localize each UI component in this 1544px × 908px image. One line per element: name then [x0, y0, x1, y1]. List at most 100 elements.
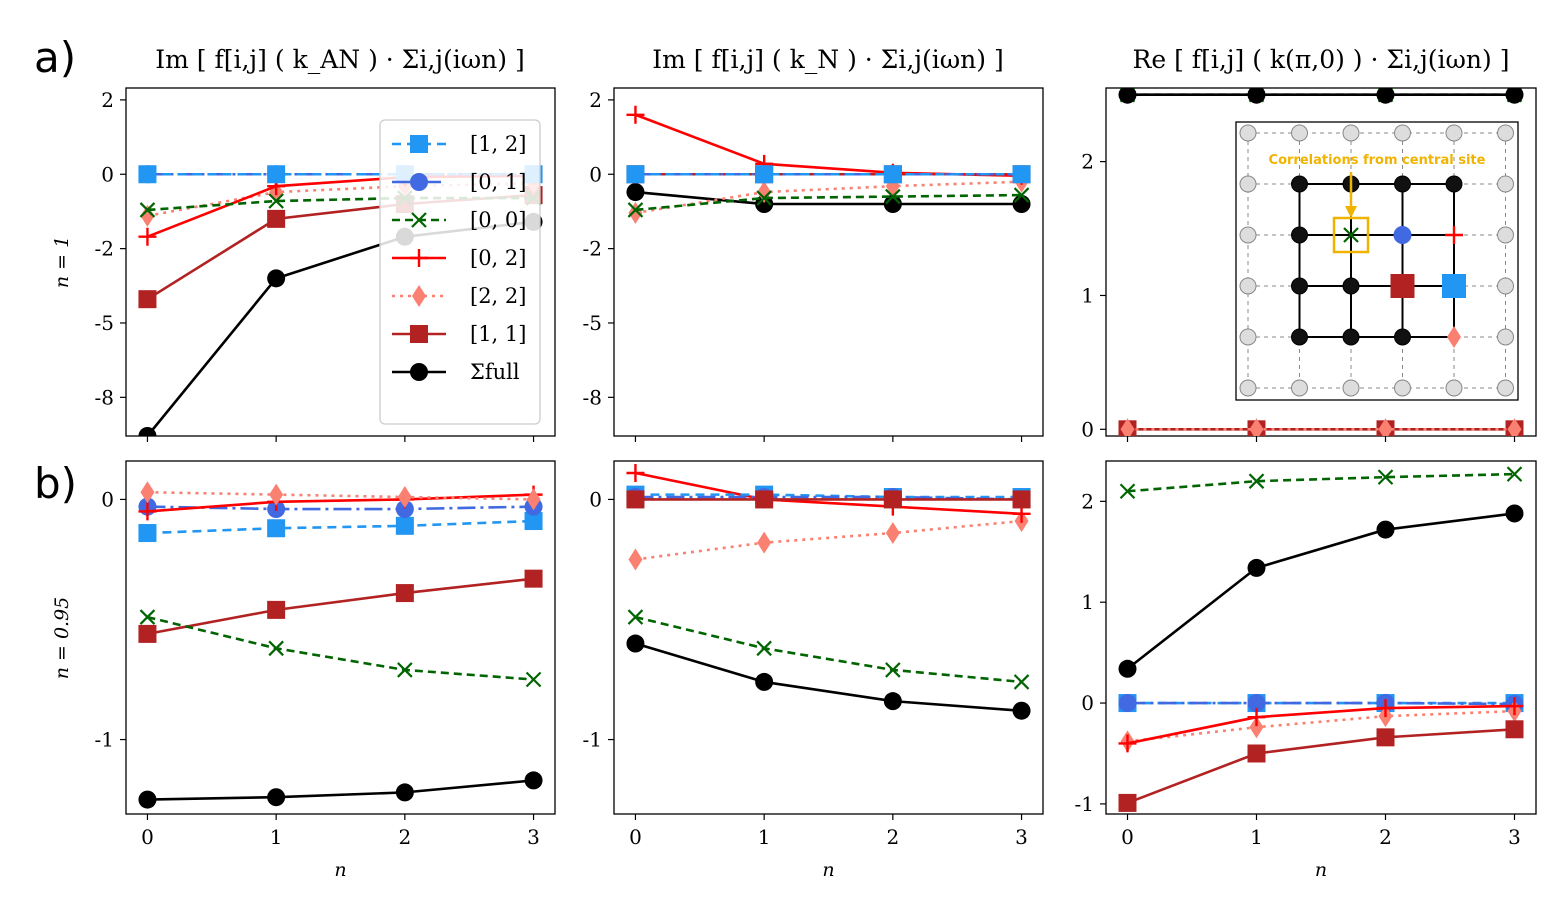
legend: [1, 2] [0, 1] [0, 0] [0, 2] [2, 2] [1, 1] Σful…: [379, 119, 541, 425]
data-point: [1249, 716, 1264, 739]
lattice-site: [1497, 226, 1514, 244]
panel-b-middle: 0 1 2 3 0 -1 n: [583, 460, 1044, 881]
x-tick-label: 1: [270, 825, 283, 849]
series-line: [635, 615, 1022, 684]
data-point: [1376, 88, 1395, 104]
data-point: [524, 569, 543, 588]
lattice-site: [1497, 175, 1514, 193]
data-point: [395, 584, 414, 603]
data-point: [1376, 520, 1395, 539]
axes-frame: [1105, 460, 1537, 815]
data-point: [885, 662, 901, 678]
series-line: [634, 113, 1022, 178]
legend-marker: [410, 135, 428, 153]
data-point: [1249, 418, 1264, 436]
lattice-inset: Correlations from central site: [1235, 121, 1519, 401]
data-point: [1506, 466, 1523, 482]
panel-a-middle: 2 0 -2 -5 -8: [583, 87, 1044, 442]
inset-marker-00: [1343, 227, 1359, 243]
y-tick-label: -1: [1075, 792, 1094, 816]
lattice-site: [1291, 277, 1308, 295]
y-tick-label: 0: [589, 162, 602, 186]
legend-marker: [410, 249, 428, 267]
central-site-highlight: [1332, 216, 1370, 254]
lattice-site: [1445, 124, 1463, 142]
y-tick-label: -5: [95, 311, 114, 335]
x-tick-label: 2: [886, 825, 899, 849]
axes-frame: [1105, 87, 1537, 437]
lattice-site: [1239, 328, 1257, 346]
data-point: [138, 427, 157, 436]
legend-entry: [1, 1]: [470, 322, 526, 346]
data-point: [626, 165, 645, 184]
data-point: [628, 548, 643, 571]
data-point: [883, 692, 902, 711]
legend-entry: Σfull: [470, 360, 520, 384]
inset-marker-01: [1393, 226, 1412, 244]
x-tick-label: 0: [629, 825, 642, 849]
lattice-site: [1291, 328, 1308, 346]
x-tick-label: 3: [1015, 825, 1028, 849]
column-title: Im [ f[i,j] ( k_N ) · Σi,j(iωn) ]: [652, 45, 1003, 74]
data-point: [267, 209, 286, 228]
data-point: [395, 516, 414, 535]
y-tick-label: 2: [1081, 489, 1094, 513]
data-point: [395, 783, 414, 802]
series-line: [635, 642, 1022, 713]
y-tick-label: 0: [1081, 417, 1094, 441]
data-point: [524, 512, 543, 531]
data-point: [1012, 165, 1031, 184]
data-point: [1247, 694, 1266, 713]
lattice-site: [1342, 277, 1360, 295]
y-tick-label: 1: [1081, 283, 1094, 307]
inset-marker-11: [1390, 274, 1415, 298]
lattice-site: [1497, 328, 1514, 346]
data-point: [1013, 674, 1030, 690]
data-point: [1505, 720, 1524, 739]
data-point: [269, 483, 284, 506]
lattice-site: [1291, 226, 1308, 244]
data-point: [267, 165, 286, 184]
data-point: [1505, 697, 1524, 716]
series-line: [147, 615, 534, 681]
y-tick-label: 2: [589, 88, 602, 112]
x-tick-label: 3: [1508, 825, 1521, 849]
y-tick-label: 0: [101, 487, 114, 511]
data-point: [626, 464, 645, 483]
legend-marker: [410, 363, 428, 381]
x-tick-label: 2: [1379, 825, 1392, 849]
data-point: [1507, 418, 1522, 436]
data-point: [756, 640, 772, 657]
legend-marker: [410, 173, 428, 191]
data-point: [138, 624, 157, 643]
data-point: [1376, 728, 1395, 747]
panel-b-right: 0 1 2 3 2 1 0 -1 n: [1075, 460, 1537, 881]
legend-entry: [2, 2]: [470, 284, 526, 308]
data-point: [1247, 744, 1266, 763]
legend-entry: [0, 0]: [470, 208, 526, 232]
data-point: [883, 195, 902, 213]
data-point: [626, 183, 645, 202]
x-tick-label: 2: [398, 825, 411, 849]
legend-entry: [0, 1]: [470, 170, 526, 194]
data-point: [138, 502, 157, 521]
data-point: [267, 788, 286, 807]
data-point: [1505, 504, 1524, 523]
data-point: [140, 481, 155, 504]
lattice-site: [1239, 175, 1257, 193]
data-point: [1378, 418, 1393, 436]
series-line: [1127, 701, 1515, 706]
y-tick-label: 2: [101, 88, 114, 112]
data-point: [755, 165, 774, 184]
data-point: [524, 771, 543, 790]
y-tick-label: -5: [583, 311, 602, 335]
lattice-site: [1291, 379, 1308, 397]
data-point: [627, 609, 644, 625]
panels: 2 0 -2 -5 -8 2 0 -2 -5 -8 0 1 2 0 1 2 3 0 -1 n 0 1 2 3 0 -1 n 0 1 2 3 2…: [95, 87, 1537, 881]
data-point: [397, 486, 412, 509]
data-point: [1118, 694, 1137, 713]
column-titles: Im [ f[i,j] ( k_AN ) · Σi,j(iωn) ] Im [ f…: [155, 45, 1509, 74]
panel-b-left: 0 1 2 3 0 -1 n: [95, 460, 556, 881]
series-line: [147, 577, 534, 636]
